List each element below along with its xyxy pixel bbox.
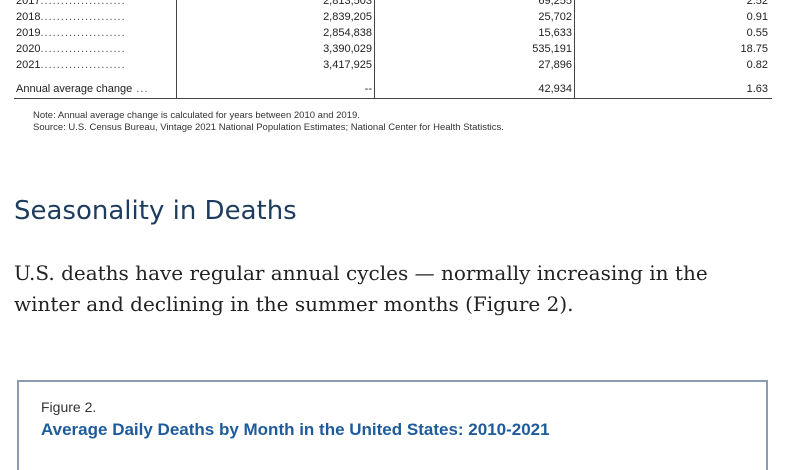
table-row: 2020..................... 3,390,029 535,… bbox=[14, 42, 772, 57]
column-divider bbox=[574, 0, 575, 98]
change-cell: 27,896 bbox=[538, 59, 572, 71]
year-cell: 2019..................... bbox=[16, 27, 126, 39]
population-cell: 2,839,205 bbox=[323, 11, 372, 23]
table-row: 2018..................... 2,839,205 25,7… bbox=[14, 10, 772, 25]
table-summary-row: Annual average change ... -- 42,934 1.63 bbox=[14, 82, 772, 97]
table-row: 2019..................... 2,854,838 15,6… bbox=[14, 26, 772, 41]
percent-cell: 0.55 bbox=[746, 27, 768, 39]
change-cell: 535,191 bbox=[532, 43, 572, 55]
deaths-table: 2017..................... 2,813,503 69,2… bbox=[14, 0, 772, 99]
year-cell: 2021..................... bbox=[16, 59, 126, 71]
percent-cell: 0.82 bbox=[746, 59, 768, 71]
figure-box: Figure 2. Average Daily Deaths by Month … bbox=[17, 380, 768, 470]
table-bottom-rule bbox=[14, 98, 772, 99]
section-paragraph: U.S. deaths have regular annual cycles —… bbox=[14, 261, 708, 316]
change-cell: 25,702 bbox=[538, 11, 572, 23]
change-cell: 15,633 bbox=[538, 27, 572, 39]
summary-population-cell: -- bbox=[364, 83, 372, 95]
table-row: 2017..................... 2,813,503 69,2… bbox=[14, 0, 772, 9]
column-divider bbox=[176, 0, 177, 98]
summary-label: Annual average change ... bbox=[16, 83, 149, 95]
table-row: 2021..................... 3,417,925 27,8… bbox=[14, 58, 772, 73]
population-cell: 2,813,503 bbox=[323, 0, 372, 7]
section-heading: Seasonality in Deaths bbox=[14, 196, 297, 226]
figure-label: Figure 2. bbox=[41, 399, 97, 415]
summary-change-cell: 42,934 bbox=[538, 83, 572, 95]
population-cell: 2,854,838 bbox=[323, 27, 372, 39]
population-cell: 3,417,925 bbox=[323, 59, 372, 71]
percent-cell: 18.75 bbox=[740, 43, 768, 55]
population-cell: 3,390,029 bbox=[323, 43, 372, 55]
table-note: Note: Annual average change is calculate… bbox=[33, 110, 360, 121]
percent-cell: 0.91 bbox=[746, 11, 768, 23]
summary-percent-cell: 1.63 bbox=[746, 83, 768, 95]
year-cell: 2017..................... bbox=[16, 0, 126, 7]
table-source: Source: U.S. Census Bureau, Vintage 2021… bbox=[33, 122, 504, 133]
change-cell: 69,255 bbox=[538, 0, 572, 7]
year-cell: 2018..................... bbox=[16, 11, 126, 23]
column-divider bbox=[374, 0, 375, 98]
percent-cell: 2.52 bbox=[746, 0, 768, 7]
figure-title: Average Daily Deaths by Month in the Uni… bbox=[41, 420, 550, 439]
year-cell: 2020..................... bbox=[16, 43, 126, 55]
